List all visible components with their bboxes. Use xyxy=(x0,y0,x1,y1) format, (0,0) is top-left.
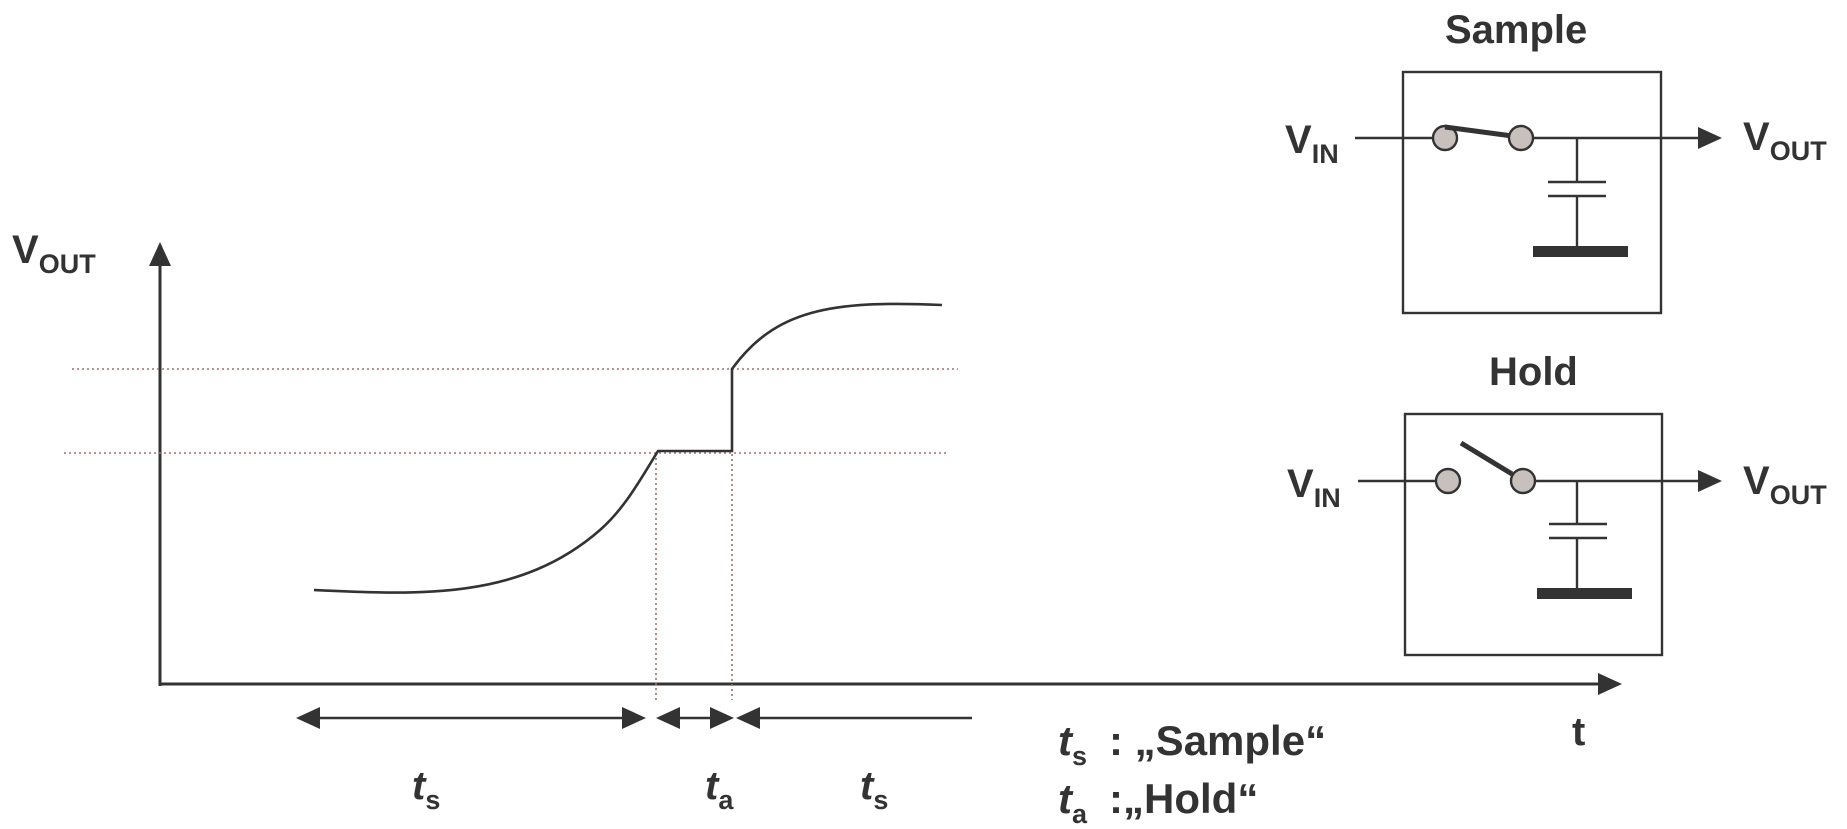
sample-interval-arrowhead-left-1 xyxy=(296,707,320,729)
interval-label-sample-1: ts xyxy=(412,766,440,814)
hold-output-arrow xyxy=(1698,470,1722,492)
sample-title: Sample xyxy=(1445,8,1588,52)
hold-input-sub: IN xyxy=(1313,483,1341,513)
interval-label-sub: a xyxy=(718,785,734,815)
y-axis-label-sub: OUT xyxy=(38,249,96,279)
interval-label-sample-2: ts xyxy=(860,766,888,814)
legend-sub: s xyxy=(1072,741,1088,771)
interval-label-symbol: t xyxy=(412,764,426,808)
guide-lines xyxy=(64,368,958,700)
x-axis-arrow xyxy=(1598,673,1622,695)
sample-box xyxy=(1401,70,1663,315)
sample-output-arrow xyxy=(1698,127,1722,149)
interval-label-sub: s xyxy=(873,785,889,815)
x-axis-label: t xyxy=(1572,710,1586,754)
hold-switch-node-right xyxy=(1509,467,1537,495)
legend-symbol: t xyxy=(1058,717,1072,764)
hold-interval-arrowhead-right xyxy=(710,707,734,729)
hold-input-main: V xyxy=(1287,462,1314,506)
y-axis-label-main: V xyxy=(12,228,39,272)
legend-sub: a xyxy=(1072,799,1088,829)
hold-circuit xyxy=(1358,412,1722,657)
sample-input-main: V xyxy=(1285,118,1312,162)
y-axis-arrow xyxy=(149,242,171,266)
hold-switch-node-left xyxy=(1434,467,1462,495)
hold-output-main: V xyxy=(1743,459,1770,503)
hold-output-label: VOUT xyxy=(1743,461,1827,509)
hold-switch-blade xyxy=(1459,440,1514,477)
hold-input-label: VIN xyxy=(1287,464,1341,512)
sample-output-main: V xyxy=(1743,115,1770,159)
sample-output-sub: OUT xyxy=(1769,136,1827,166)
hold-title: Hold xyxy=(1489,350,1578,394)
sample-switch-node-left xyxy=(1431,124,1459,152)
sample-output-label: VOUT xyxy=(1743,117,1827,165)
hold-interval-arrowhead-left xyxy=(656,707,680,729)
interval-label-symbol: t xyxy=(705,764,719,808)
sample-input-label: VIN xyxy=(1285,120,1339,168)
axes xyxy=(149,242,1622,695)
hold-output-sub: OUT xyxy=(1769,480,1827,510)
legend-hold: ta :„Hold“ xyxy=(1058,778,1258,828)
hold-ground-bar xyxy=(1537,588,1632,599)
interval-label-sub: s xyxy=(425,785,441,815)
y-axis-label: VOUT xyxy=(12,230,96,278)
sample-input-sub: IN xyxy=(1311,139,1339,169)
interval-label-symbol: t xyxy=(860,764,874,808)
legend-sample: ts : „Sample“ xyxy=(1058,720,1326,770)
hold-box xyxy=(1403,412,1664,657)
sample-interval-arrowhead-right-1 xyxy=(622,707,646,729)
sample-switch-blade xyxy=(1444,124,1521,140)
sample-circuit xyxy=(1355,70,1722,315)
sample-switch-node-right xyxy=(1507,124,1535,152)
interval-arrows xyxy=(296,707,972,729)
sample-interval-arrowhead-left-2 xyxy=(736,707,760,729)
legend-text: : „Sample“ xyxy=(1109,717,1327,764)
interval-label-hold: ta xyxy=(705,766,733,814)
legend-text: :„Hold“ xyxy=(1109,775,1259,822)
sample-ground-bar xyxy=(1533,246,1628,257)
output-waveform xyxy=(313,302,943,594)
legend-symbol: t xyxy=(1058,775,1072,822)
